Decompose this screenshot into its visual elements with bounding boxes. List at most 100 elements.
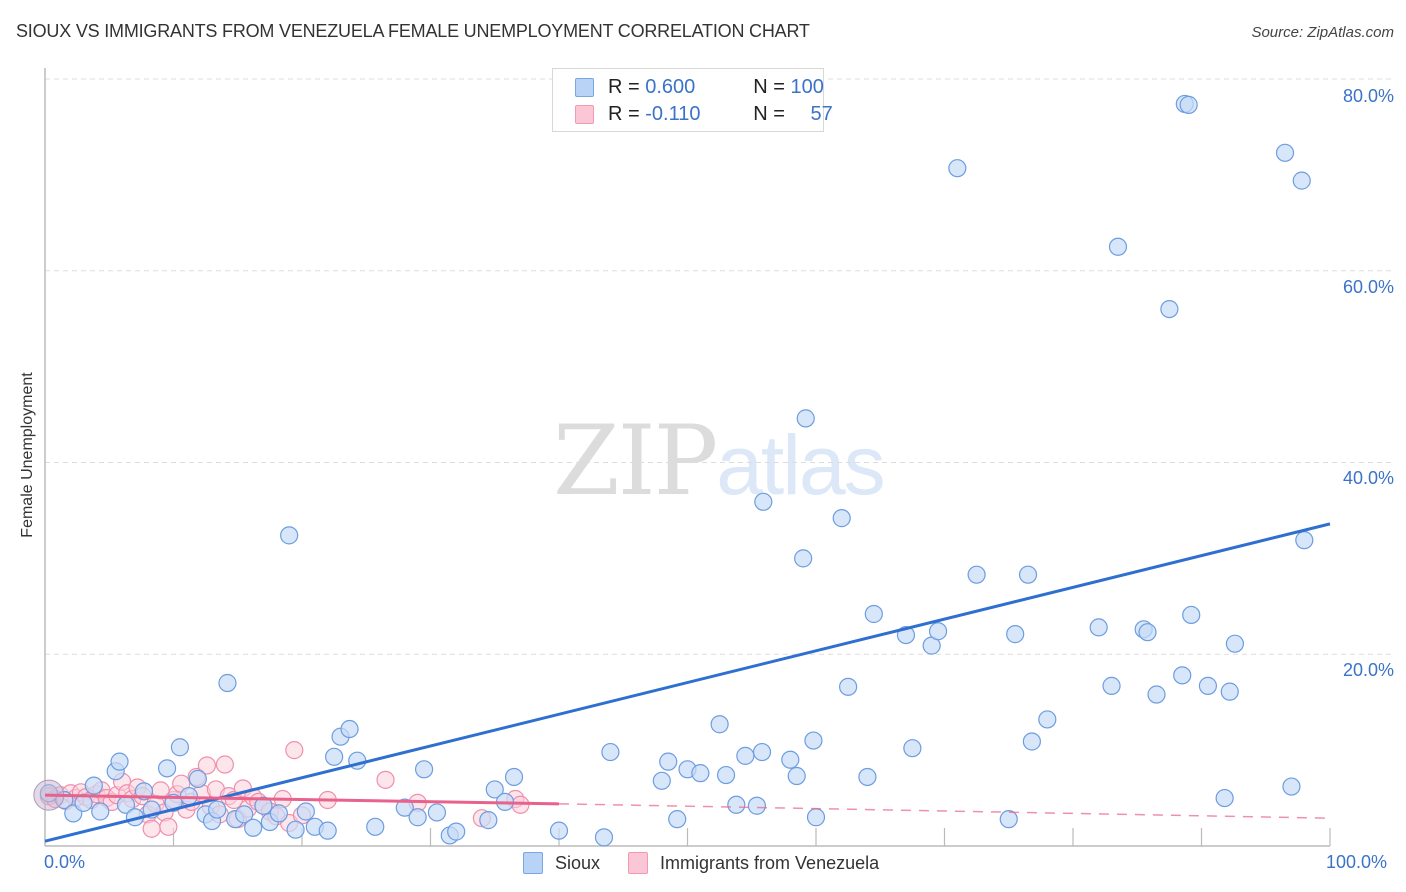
sioux-point	[1182, 605, 1201, 625]
venezuela-point	[197, 756, 217, 775]
sioux-point	[1292, 171, 1311, 190]
venezuela-point	[215, 755, 234, 774]
sioux-point	[806, 808, 826, 827]
sioux-point	[1108, 237, 1128, 256]
sioux-point	[652, 771, 671, 790]
sioux-point	[716, 765, 736, 785]
sioux-point	[1282, 777, 1301, 796]
sioux-point	[659, 752, 678, 771]
sioux-point	[504, 767, 524, 787]
sioux-point	[1147, 685, 1166, 704]
sioux-point	[395, 798, 414, 817]
sioux-point	[754, 492, 773, 511]
sioux-point	[325, 747, 344, 766]
sioux-point	[1038, 710, 1057, 729]
venezuela-swatch-icon	[575, 104, 594, 124]
x-tick-0: 0.0%	[44, 852, 86, 872]
sioux-point	[1018, 565, 1038, 584]
sioux-point	[1295, 531, 1314, 550]
chart-title: SIOUX VS IMMIGRANTS FROM VENEZUELA FEMAL…	[16, 21, 810, 41]
sioux-point	[157, 759, 177, 778]
sioux-point	[1225, 634, 1245, 653]
sioux-point	[1022, 732, 1041, 751]
sioux-point	[235, 805, 254, 824]
sioux-point	[967, 565, 986, 584]
sioux-point	[594, 828, 614, 847]
sioux-point	[1006, 625, 1025, 644]
sioux-r-value: 0.600	[645, 75, 696, 98]
sioux-point	[710, 715, 729, 734]
sioux-point	[280, 526, 299, 545]
sioux-point	[903, 739, 922, 758]
sioux-point	[1275, 143, 1295, 162]
sioux-legend-icon	[523, 852, 543, 874]
sioux-point	[208, 800, 227, 819]
sioux-point	[366, 817, 385, 836]
venezuela-point	[376, 770, 395, 789]
sioux-point	[188, 769, 208, 788]
sioux-point	[91, 802, 110, 821]
sioux-point	[832, 509, 851, 528]
sioux-point	[1179, 95, 1198, 114]
venezuela-trend-line	[44, 793, 560, 806]
sioux-point	[787, 766, 806, 786]
sioux-point	[286, 820, 305, 839]
sioux-n-value: 100	[790, 75, 824, 98]
x-tick-100: 100.0%	[1326, 852, 1388, 872]
sioux-point	[691, 764, 710, 783]
venezuela-point	[142, 819, 161, 838]
sioux-point	[170, 738, 190, 757]
legend-row-sioux: R = 0.600 N = 100	[575, 74, 824, 100]
sioux-point	[794, 549, 813, 568]
venezuela-n-value: 57	[810, 102, 833, 125]
sioux-point	[1220, 682, 1239, 701]
sioux-point	[999, 810, 1018, 829]
sioux-point	[269, 804, 288, 823]
venezuela-point	[159, 817, 178, 836]
sioux-point	[1089, 618, 1108, 637]
sioux-point	[601, 742, 620, 762]
sioux-point	[1160, 300, 1179, 319]
sioux-trend-line	[44, 522, 1331, 843]
sioux-point	[218, 673, 237, 693]
y-tick-60: 60.0%	[1342, 277, 1394, 297]
sioux-point	[254, 796, 273, 815]
sioux-point	[84, 776, 103, 795]
legend-item-sioux[interactable]: Sioux	[523, 852, 600, 874]
legend-row-venezuela: R = -0.110 N = 57	[575, 101, 833, 127]
y-tick-80: 80.0%	[1342, 86, 1394, 106]
sioux-point	[781, 750, 800, 769]
sioux-point	[948, 159, 967, 178]
sioux-point	[340, 719, 359, 739]
sioux-point	[485, 780, 504, 799]
venezuela-r-value: -0.110	[645, 102, 701, 125]
sioux-point	[427, 803, 447, 822]
legend-item-venezuela[interactable]: Immigrants from Venezuela	[628, 852, 879, 874]
y-tick-40: 40.0%	[1342, 468, 1394, 488]
venezuela-point	[511, 795, 530, 814]
sioux-point	[1198, 676, 1218, 695]
sioux-point	[928, 622, 948, 641]
sioux-point	[796, 409, 815, 428]
sioux-point	[447, 822, 466, 841]
sioux-point	[1173, 666, 1192, 685]
sioux-point	[804, 731, 823, 750]
sioux-point	[668, 810, 687, 829]
sioux-point	[244, 818, 263, 837]
series-legend: Sioux Immigrants from Venezuela	[523, 852, 907, 874]
sioux-point	[864, 604, 883, 624]
sioux-point	[414, 760, 434, 779]
sioux-point	[727, 795, 746, 814]
sioux-point	[110, 752, 129, 771]
venezuela-trend-extension	[558, 803, 1331, 819]
venezuela-point	[285, 741, 304, 760]
sioux-point	[752, 742, 772, 762]
sioux-point	[296, 802, 315, 821]
source-label: Source: ZipAtlas.com	[1251, 24, 1394, 41]
venezuela-legend-icon	[628, 852, 649, 874]
sioux-point	[408, 808, 427, 827]
sioux-point	[1102, 676, 1121, 695]
sioux-point	[858, 767, 877, 787]
correlation-legend: R = 0.600 N = 100 R = -0.110 N = 57	[552, 68, 833, 132]
